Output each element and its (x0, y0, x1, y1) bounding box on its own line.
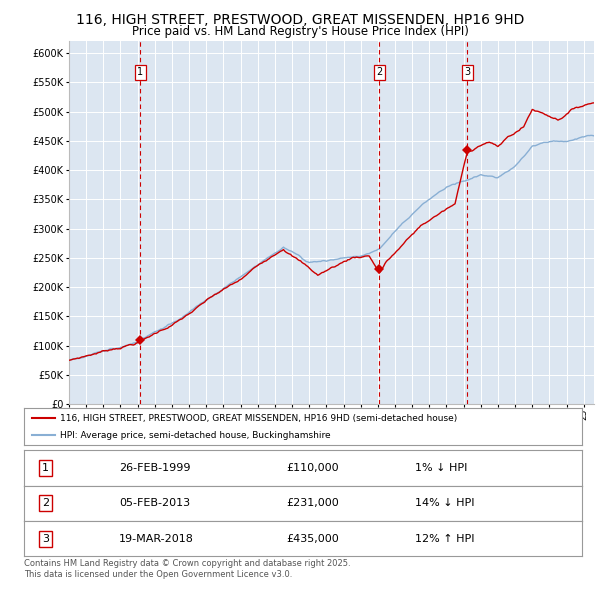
Text: 1% ↓ HPI: 1% ↓ HPI (415, 463, 467, 473)
Text: 19-MAR-2018: 19-MAR-2018 (119, 534, 194, 543)
Text: Price paid vs. HM Land Registry's House Price Index (HPI): Price paid vs. HM Land Registry's House … (131, 25, 469, 38)
Text: HPI: Average price, semi-detached house, Buckinghamshire: HPI: Average price, semi-detached house,… (60, 431, 331, 440)
Text: 05-FEB-2013: 05-FEB-2013 (119, 499, 190, 508)
Text: 1: 1 (42, 463, 49, 473)
Text: £231,000: £231,000 (286, 499, 339, 508)
Text: 116, HIGH STREET, PRESTWOOD, GREAT MISSENDEN, HP16 9HD: 116, HIGH STREET, PRESTWOOD, GREAT MISSE… (76, 13, 524, 27)
Text: Contains HM Land Registry data © Crown copyright and database right 2025.
This d: Contains HM Land Registry data © Crown c… (24, 559, 350, 579)
Text: 1: 1 (137, 67, 143, 77)
Text: 116, HIGH STREET, PRESTWOOD, GREAT MISSENDEN, HP16 9HD (semi-detached house): 116, HIGH STREET, PRESTWOOD, GREAT MISSE… (60, 414, 458, 423)
Text: 2: 2 (376, 67, 382, 77)
Text: 12% ↑ HPI: 12% ↑ HPI (415, 534, 474, 543)
Text: 26-FEB-1999: 26-FEB-1999 (119, 463, 190, 473)
Text: 3: 3 (464, 67, 470, 77)
Text: £110,000: £110,000 (286, 463, 339, 473)
Text: 2: 2 (41, 499, 49, 508)
Text: 14% ↓ HPI: 14% ↓ HPI (415, 499, 474, 508)
Text: 3: 3 (42, 534, 49, 543)
Text: £435,000: £435,000 (286, 534, 339, 543)
